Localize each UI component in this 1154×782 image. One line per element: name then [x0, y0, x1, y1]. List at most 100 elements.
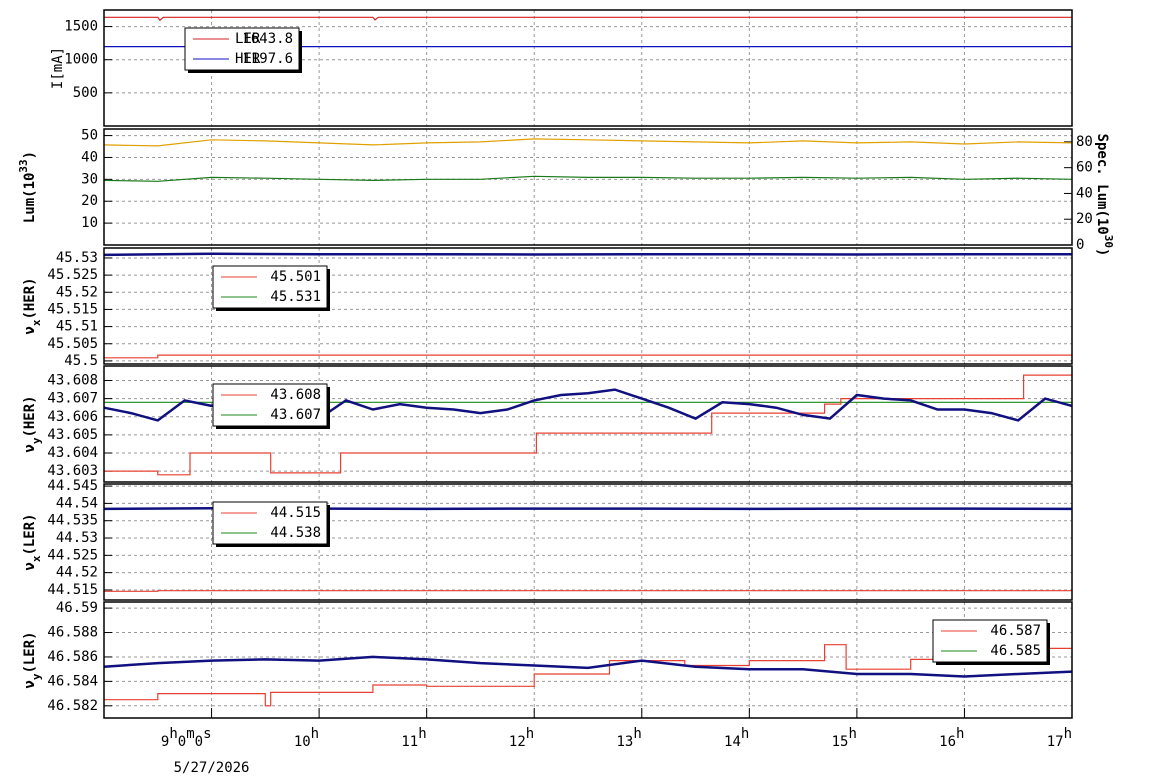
label-part: (HER) [22, 395, 38, 437]
y-tick-label: 1500 [64, 19, 98, 35]
x-tick-label: 16h [939, 726, 964, 750]
legend-name: HER [235, 51, 261, 67]
label-part: 13 [616, 734, 633, 750]
y-tick-label: 43.603 [47, 463, 98, 479]
axis-label: νy(LER) [22, 631, 43, 688]
legend-value: 44.515 [270, 505, 321, 521]
axis-label: Lum(1033) [17, 151, 39, 223]
label-part: (LER) [22, 513, 38, 555]
label-part: x [30, 319, 43, 326]
label-part: h [526, 726, 534, 742]
label-part: 0 [178, 734, 186, 750]
panel-frame [103, 601, 1073, 719]
label-part: ) [22, 151, 38, 159]
axis-label: Spec. Lum(1030) [1094, 134, 1116, 257]
y-tick-label: 45.52 [56, 284, 98, 300]
label-part: ν [22, 680, 38, 688]
label-part: 17 [1047, 734, 1064, 750]
label-part: 15 [832, 734, 849, 750]
series-line [103, 138, 1073, 147]
y-tick-label: 43.604 [47, 445, 98, 461]
legend [212, 383, 328, 427]
label-part: m [186, 726, 194, 742]
y-tick-label: 46.59 [56, 600, 98, 616]
label-part: 14 [724, 734, 741, 750]
y2-tick-label: 40 [1076, 185, 1093, 201]
y-tick-label: 500 [73, 85, 98, 101]
legend-value: 46.587 [990, 623, 1041, 639]
y-tick-label: 44.53 [56, 530, 98, 546]
x-tick-label: 13h [616, 726, 641, 750]
axis-label: νy(HER) [22, 395, 43, 452]
label-part: ν [22, 444, 38, 452]
label-part: 33 [17, 159, 30, 172]
label-part: h [633, 726, 641, 742]
y-tick-label: 20 [81, 193, 98, 209]
label-part: 10 [294, 734, 311, 750]
y-tick-label: 45.53 [56, 250, 98, 266]
y-tick-label: 46.584 [47, 673, 98, 689]
y-tick-label: 30 [81, 171, 98, 187]
series-line [104, 354, 1072, 359]
legend [932, 619, 1048, 663]
legend-value: 43.608 [270, 387, 321, 403]
y2-tick-label: 60 [1076, 160, 1093, 176]
y-tick-label: 45.515 [47, 301, 98, 317]
x-tick-label: 12h [509, 726, 534, 750]
label-part: h [418, 726, 426, 742]
x-tick-label: 10h [294, 726, 319, 750]
panel-frame [103, 483, 1073, 601]
label-part: 30 [1103, 235, 1116, 248]
y-tick-label: 46.588 [47, 625, 98, 641]
y-tick-label: 45.5 [64, 353, 98, 369]
label-part: I[mA] [50, 47, 66, 89]
series-line [103, 252, 1072, 257]
y-tick-label: 50 [81, 128, 98, 144]
label-part: ) [1094, 248, 1110, 256]
y-tick-label: 46.582 [47, 698, 98, 714]
series-line [104, 644, 1072, 707]
label-part: y [30, 437, 43, 444]
legend [212, 501, 328, 545]
legend [212, 265, 328, 309]
y-tick-label: 45.505 [47, 336, 98, 352]
y-tick-label: 43.608 [47, 373, 98, 389]
label-part: 0 [195, 734, 203, 750]
series-line [103, 175, 1073, 182]
label-part: 11 [401, 734, 418, 750]
y2-tick-label: 20 [1076, 211, 1093, 227]
panel-frame [103, 9, 1073, 127]
panel-frame [103, 247, 1073, 365]
x-tick-label: 15h [832, 726, 857, 750]
label-part: ν [22, 562, 38, 570]
date-label: 5/27/2026 [174, 760, 250, 776]
label-part: ν [22, 326, 38, 334]
panel-frame [103, 365, 1073, 483]
y-tick-label: 44.525 [47, 547, 98, 563]
x-tick-label: 9h0m0s [161, 726, 212, 750]
label-part: x [30, 555, 43, 562]
label-part: s [203, 726, 211, 742]
y-tick-label: 45.51 [56, 319, 98, 335]
x-tick-label: 14h [724, 726, 749, 750]
axis-label: νx(LER) [22, 513, 43, 570]
label-part: h [1064, 726, 1072, 742]
y-tick-label: 44.54 [56, 495, 98, 511]
y-tick-label: 44.545 [47, 478, 98, 494]
legend-value: 46.585 [990, 643, 1041, 659]
legend-value: 45.501 [270, 269, 321, 285]
legend-value: 45.531 [270, 289, 321, 305]
label-part: Spec. Lum(10 [1094, 134, 1110, 235]
label-part: (HER) [22, 277, 38, 319]
y2-tick-label: 80 [1076, 134, 1093, 150]
label-part: 16 [939, 734, 956, 750]
label-part: h [169, 726, 177, 742]
y-tick-label: 43.605 [47, 427, 98, 443]
series-line [104, 590, 1072, 592]
series-line [103, 655, 1073, 678]
legend-value: 43.607 [270, 407, 321, 423]
label-part: h [956, 726, 964, 742]
y2-tick-label: 0 [1076, 237, 1084, 253]
y-tick-label: 10 [81, 215, 98, 231]
series-line [104, 374, 1072, 476]
